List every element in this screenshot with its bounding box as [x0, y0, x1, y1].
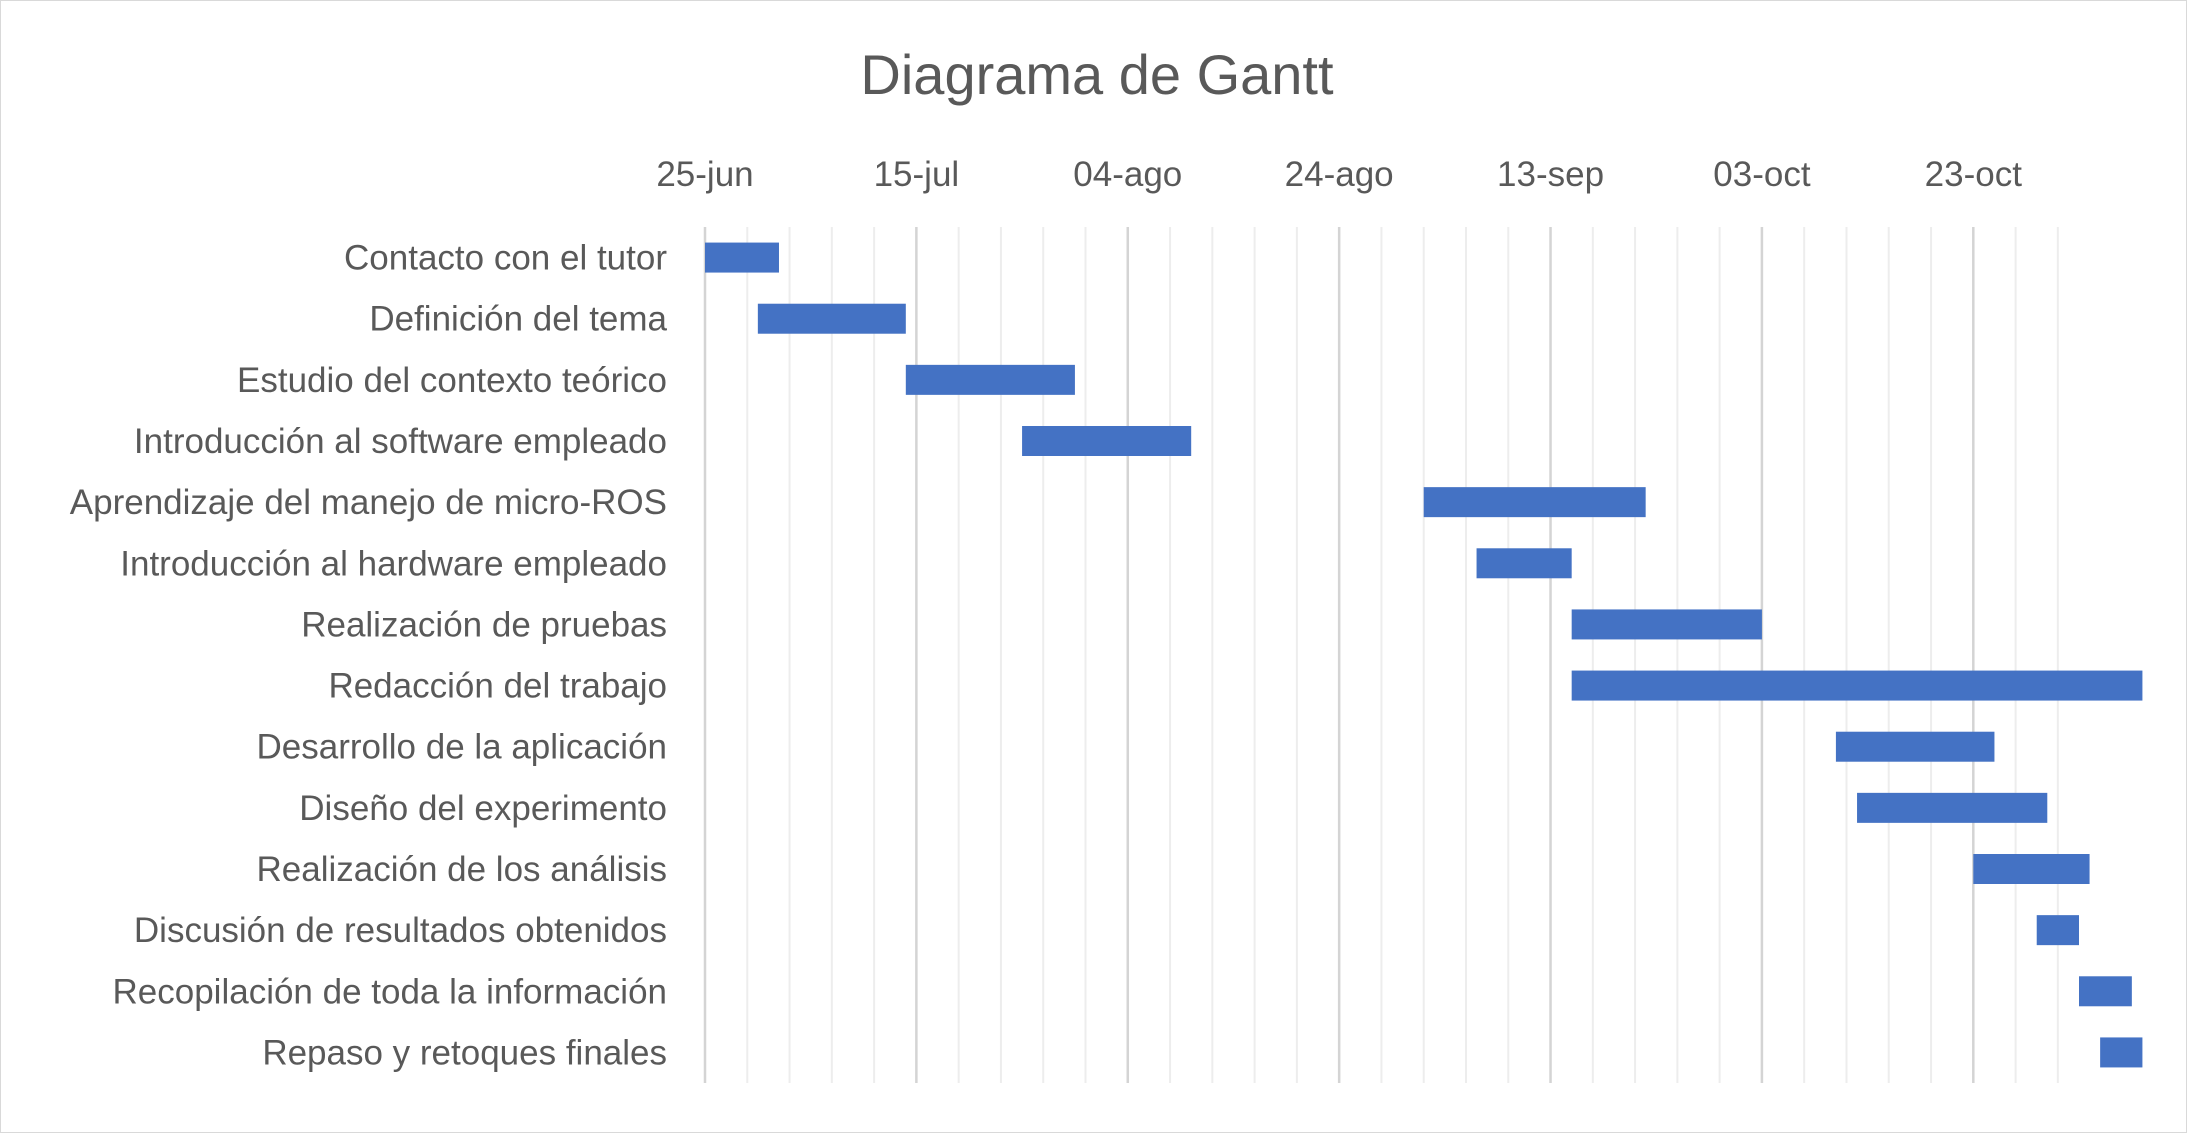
x-tick-label: 13-sep [1497, 155, 1604, 194]
task-bar [1022, 426, 1192, 456]
x-tick-label: 24-ago [1285, 155, 1394, 194]
task-bar [1423, 487, 1646, 518]
task-label: Introducción al software empleado [134, 422, 667, 461]
task-bar [705, 242, 779, 273]
task-label: Realización de los análisis [257, 850, 668, 889]
task-label: Realización de pruebas [301, 605, 667, 644]
x-tick-label: 03-oct [1713, 155, 1811, 194]
task-bar [1571, 609, 1762, 640]
task-bar [905, 364, 1075, 395]
major-gridlines [703, 227, 1975, 1083]
task-bar [1835, 731, 1995, 762]
task-label: Estudio del contexto teórico [237, 361, 667, 400]
x-tick-label: 23-oct [1925, 155, 2023, 194]
task-label: Diseño del experimento [299, 789, 667, 828]
task-bar [2036, 915, 2079, 946]
x-axis-tick-labels: 25-jun 15-jul 04-ago 24-ago 13-sep 03-oct 23-o… [656, 155, 2022, 194]
y-axis-task-labels: Contacto con el tutor Definición del tema… [70, 239, 668, 1073]
x-tick-label: 04-ago [1073, 155, 1182, 194]
task-bar [2100, 1037, 2143, 1068]
task-bar [2079, 976, 2132, 1007]
chart-title: Diagrama de Gantt [860, 43, 1334, 106]
task-label: Contacto con el tutor [344, 239, 667, 278]
task-label: Redacción del trabajo [328, 667, 667, 706]
x-tick-label: 15-jul [874, 155, 960, 194]
task-bar [1476, 548, 1572, 579]
task-bars [705, 242, 2143, 1068]
task-bar [1973, 854, 2090, 884]
task-bar [1571, 670, 2143, 701]
minor-gridlines [704, 227, 2059, 1083]
task-label: Definición del tema [369, 300, 667, 339]
task-label: Aprendizaje del manejo de micro-ROS [70, 483, 667, 522]
task-label: Desarrollo de la aplicación [257, 728, 668, 767]
x-tick-label: 25-jun [656, 155, 753, 194]
task-label: Discusión de resultados obtenidos [134, 911, 667, 950]
task-label: Repaso y retoques finales [262, 1033, 667, 1072]
task-label: Introducción al hardware empleado [120, 544, 667, 583]
task-label: Recopilación de toda la información [113, 972, 668, 1011]
task-bar [757, 303, 906, 334]
task-bar [1857, 792, 2048, 823]
